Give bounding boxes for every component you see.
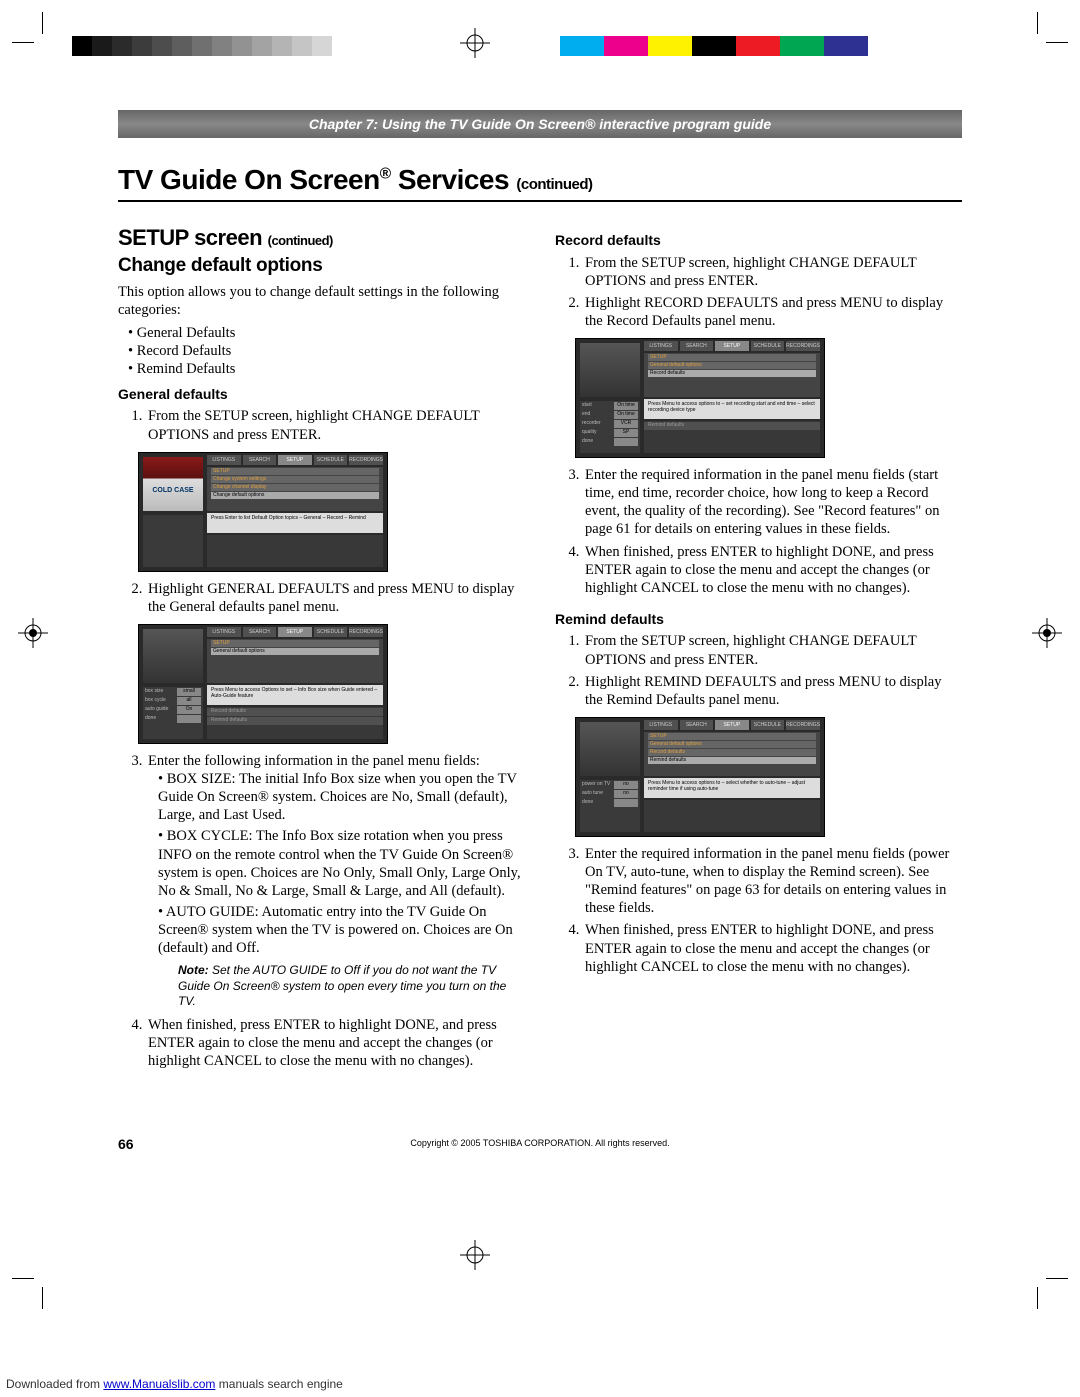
registration-mark-icon	[460, 28, 490, 58]
crop-mark	[1046, 42, 1068, 43]
right-column: Record defaults From the SETUP screen, h…	[555, 224, 962, 1074]
registration-mark-icon	[1032, 618, 1062, 648]
copyright-text: Copyright © 2005 TOSHIBA CORPORATION. Al…	[118, 1138, 962, 1148]
footer-post: manuals search engine	[215, 1377, 342, 1391]
tv-guide-screenshot-remind-defaults: LISTINGSSEARCHSETUPSCHEDULERECORDINGS SE…	[575, 717, 825, 837]
category-list: General Defaults Record Defaults Remind …	[118, 324, 525, 378]
grayscale-swatches	[72, 36, 352, 56]
color-swatches	[560, 36, 912, 56]
step: Enter the following information in the p…	[146, 752, 525, 1010]
heading-text: TV Guide On Screen	[118, 164, 380, 195]
download-footer: Downloaded from www.Manualslib.com manua…	[6, 1377, 343, 1391]
step: Enter the required information in the pa…	[583, 845, 962, 918]
crop-mark	[42, 1287, 43, 1309]
field-descriptions: BOX SIZE: The initial Info Box size when…	[148, 770, 525, 957]
registration-mark-icon	[18, 618, 48, 648]
chapter-header: Chapter 7: Using the TV Guide On Screen®…	[118, 110, 962, 138]
subsection-change-defaults: Change default options	[118, 254, 525, 278]
crop-mark	[42, 12, 43, 34]
section-setup-heading: SETUP screen (continued)	[118, 224, 525, 252]
intro-paragraph: This option allows you to change default…	[118, 283, 525, 319]
record-steps: Enter the required information in the pa…	[555, 466, 962, 597]
list-item: Record Defaults	[128, 342, 525, 360]
tv-guide-screenshot-setup: LISTINGSSEARCHSETUPSCHEDULERECORDINGS SE…	[138, 452, 388, 572]
step: Highlight REMIND DEFAULTS and press MENU…	[583, 673, 962, 709]
general-defaults-heading: General defaults	[118, 386, 525, 404]
record-defaults-heading: Record defaults	[555, 232, 962, 250]
remind-steps: Enter the required information in the pa…	[555, 845, 962, 976]
crop-mark	[12, 42, 34, 43]
list-item: General Defaults	[128, 324, 525, 342]
continued-label: (continued)	[516, 176, 592, 193]
crop-mark	[1046, 1278, 1068, 1279]
step: From the SETUP screen, highlight CHANGE …	[583, 632, 962, 668]
main-heading: TV Guide On Screen® Services (continued)	[118, 164, 962, 202]
step: Highlight GENERAL DEFAULTS and press MEN…	[146, 580, 525, 616]
registered-mark: ®	[380, 166, 391, 183]
list-item: BOX SIZE: The initial Info Box size when…	[158, 770, 525, 824]
manualslib-link[interactable]: www.Manualslib.com	[103, 1377, 215, 1391]
heading-tail: Services	[391, 164, 517, 195]
registration-mark-icon	[460, 1240, 490, 1270]
crop-mark	[1037, 1287, 1038, 1309]
left-column: SETUP screen (continued) Change default …	[118, 224, 525, 1074]
list-item: BOX CYCLE: The Info Box size rotation wh…	[158, 827, 525, 900]
list-item: AUTO GUIDE: Automatic entry into the TV …	[158, 903, 525, 957]
crop-mark	[1037, 12, 1038, 34]
crop-mark	[12, 1278, 34, 1279]
step: From the SETUP screen, highlight CHANGE …	[146, 407, 525, 443]
step: Highlight RECORD DEFAULTS and press MENU…	[583, 294, 962, 330]
list-item: Remind Defaults	[128, 360, 525, 378]
remind-steps: From the SETUP screen, highlight CHANGE …	[555, 632, 962, 709]
remind-defaults-heading: Remind defaults	[555, 611, 962, 629]
step: When finished, press ENTER to highlight …	[146, 1016, 525, 1070]
tv-guide-screenshot-record-defaults: LISTINGSSEARCHSETUPSCHEDULERECORDINGS SE…	[575, 338, 825, 458]
general-steps: From the SETUP screen, highlight CHANGE …	[118, 407, 525, 443]
step: When finished, press ENTER to highlight …	[583, 921, 962, 975]
record-steps: From the SETUP screen, highlight CHANGE …	[555, 254, 962, 331]
tv-guide-screenshot-general-defaults: LISTINGSSEARCHSETUPSCHEDULERECORDINGS SE…	[138, 624, 388, 744]
note: Note: Set the AUTO GUIDE to Off if you d…	[148, 963, 525, 1010]
page-content: Chapter 7: Using the TV Guide On Screen®…	[118, 110, 962, 1074]
general-steps: Highlight GENERAL DEFAULTS and press MEN…	[118, 580, 525, 616]
step: When finished, press ENTER to highlight …	[583, 543, 962, 597]
general-steps: Enter the following information in the p…	[118, 752, 525, 1071]
step: Enter the required information in the pa…	[583, 466, 962, 539]
print-marks	[0, 36, 1080, 62]
footer-pre: Downloaded from	[6, 1377, 103, 1391]
step: From the SETUP screen, highlight CHANGE …	[583, 254, 962, 290]
two-column-layout: SETUP screen (continued) Change default …	[118, 224, 962, 1074]
